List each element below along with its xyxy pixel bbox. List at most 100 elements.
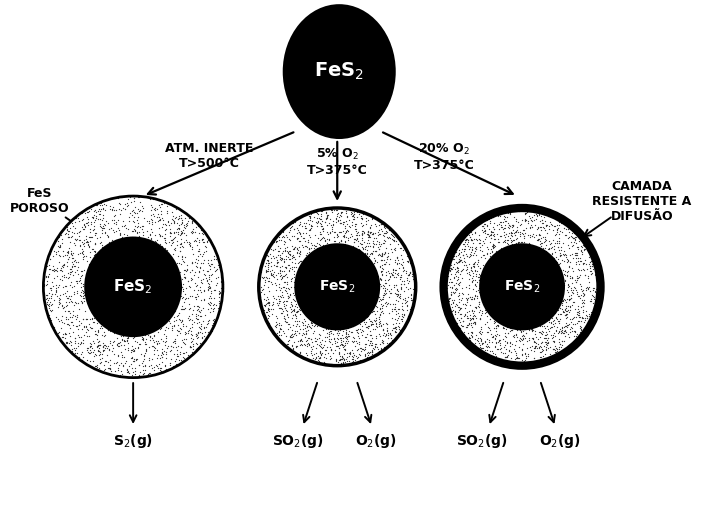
Point bbox=[155, 210, 166, 219]
Point bbox=[501, 344, 512, 353]
Point bbox=[355, 212, 367, 220]
Point bbox=[339, 346, 350, 355]
Point bbox=[278, 301, 290, 310]
Point bbox=[356, 259, 367, 267]
Point bbox=[503, 223, 515, 232]
Point bbox=[64, 324, 76, 332]
Point bbox=[97, 223, 109, 232]
Text: CAMADA
RESISTENTE A
DIFUSÃO: CAMADA RESISTENTE A DIFUSÃO bbox=[592, 180, 691, 223]
Point bbox=[149, 237, 161, 246]
Point bbox=[292, 223, 303, 232]
Point bbox=[571, 232, 582, 241]
Point bbox=[118, 259, 130, 267]
Point bbox=[503, 292, 515, 300]
Point bbox=[585, 262, 596, 270]
Point bbox=[287, 232, 298, 240]
Point bbox=[320, 300, 331, 308]
Point bbox=[122, 199, 133, 207]
Point bbox=[535, 329, 546, 338]
Point bbox=[576, 326, 587, 334]
Point bbox=[378, 320, 389, 328]
Point bbox=[407, 275, 418, 283]
Point bbox=[115, 295, 126, 304]
Point bbox=[93, 337, 104, 346]
Point bbox=[123, 237, 135, 245]
Point bbox=[289, 291, 300, 299]
Point bbox=[141, 270, 152, 279]
Point bbox=[510, 246, 521, 254]
Point bbox=[345, 297, 356, 306]
Point bbox=[279, 286, 290, 295]
Point bbox=[565, 272, 576, 280]
Point bbox=[151, 354, 163, 363]
Point bbox=[392, 268, 403, 277]
Point bbox=[137, 221, 148, 230]
Point bbox=[510, 337, 522, 345]
Point bbox=[385, 289, 396, 298]
Point bbox=[500, 349, 511, 357]
Point bbox=[118, 337, 130, 345]
Point bbox=[298, 308, 309, 317]
Point bbox=[554, 309, 565, 318]
Point bbox=[128, 193, 139, 202]
Point bbox=[393, 291, 404, 299]
Point bbox=[91, 208, 102, 216]
Point bbox=[372, 272, 383, 281]
Point bbox=[472, 292, 483, 300]
Point bbox=[108, 344, 119, 353]
Point bbox=[121, 259, 132, 267]
Point bbox=[288, 231, 299, 240]
Point bbox=[89, 206, 100, 214]
Point bbox=[537, 282, 548, 290]
Point bbox=[76, 288, 87, 297]
Point bbox=[308, 241, 319, 249]
Point bbox=[490, 334, 501, 342]
Point bbox=[523, 359, 534, 367]
Point bbox=[308, 308, 320, 316]
Point bbox=[507, 237, 518, 246]
Point bbox=[551, 268, 562, 276]
Point bbox=[585, 308, 597, 316]
Point bbox=[515, 228, 526, 236]
Point bbox=[519, 360, 531, 369]
Point bbox=[531, 210, 542, 218]
Point bbox=[168, 250, 179, 258]
Point bbox=[177, 228, 188, 236]
Point bbox=[324, 257, 335, 265]
Point bbox=[213, 292, 224, 301]
Point bbox=[364, 305, 375, 313]
Point bbox=[568, 233, 579, 242]
Point bbox=[551, 291, 562, 299]
Point bbox=[587, 292, 599, 300]
Point bbox=[125, 198, 137, 207]
Point bbox=[150, 309, 161, 318]
Point bbox=[314, 311, 325, 319]
Point bbox=[203, 256, 214, 264]
Point bbox=[583, 245, 594, 253]
Point bbox=[365, 352, 376, 360]
Point bbox=[327, 247, 339, 256]
Point bbox=[376, 267, 388, 275]
Point bbox=[93, 313, 104, 321]
Point bbox=[114, 306, 125, 315]
Point bbox=[320, 346, 331, 355]
Point bbox=[477, 344, 488, 353]
Point bbox=[311, 319, 322, 328]
Point bbox=[528, 289, 539, 298]
Point bbox=[161, 239, 172, 248]
Point bbox=[128, 197, 139, 206]
Point bbox=[474, 264, 485, 272]
Point bbox=[109, 329, 120, 337]
Point bbox=[83, 242, 95, 250]
Point bbox=[343, 337, 354, 345]
Point bbox=[364, 314, 375, 323]
Point bbox=[347, 333, 358, 341]
Point bbox=[67, 221, 79, 230]
Point bbox=[320, 275, 331, 284]
Point bbox=[73, 305, 84, 314]
Point bbox=[61, 226, 72, 235]
Point bbox=[512, 295, 524, 303]
Point bbox=[508, 331, 519, 340]
Point bbox=[198, 250, 209, 258]
Point bbox=[359, 318, 370, 326]
